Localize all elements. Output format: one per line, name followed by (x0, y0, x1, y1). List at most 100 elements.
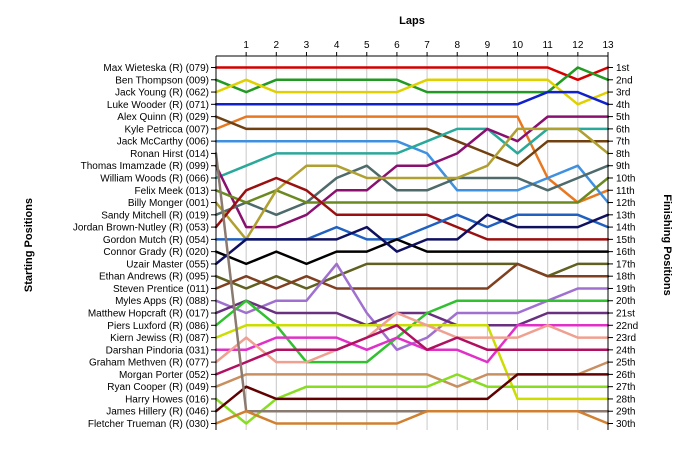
starting-label: Alex Quinn (R) (029) (117, 112, 209, 123)
series-line (214, 373, 610, 425)
starting-label: Jack Young (R) (062) (115, 88, 209, 99)
starting-label: Felix Meek (013) (135, 186, 209, 197)
series-line (214, 324, 610, 364)
finishing-label: 13th (616, 210, 635, 221)
finishing-label: 12th (616, 198, 635, 209)
starting-label: William Woods (R) (066) (100, 173, 209, 184)
finishing-label: 23rd (616, 333, 636, 344)
finishing-label: 26th (616, 370, 635, 381)
series-line (214, 299, 610, 327)
starting-label: Ronan Hirst (014) (130, 149, 209, 160)
starting-label: Max Wieteska (R) (079) (103, 63, 209, 74)
finishing-label: 9th (616, 161, 630, 172)
starting-label: Myles Apps (R) (088) (115, 296, 209, 307)
finishing-label: 24th (616, 345, 635, 356)
x-tick-label: 6 (394, 40, 400, 51)
finishing-label: 14th (616, 223, 635, 234)
finishing-label: 5th (616, 112, 630, 123)
series-line (214, 66, 610, 82)
finishing-label: 8th (616, 149, 630, 160)
x-tick-label: 7 (424, 40, 430, 51)
series-line (214, 324, 610, 376)
starting-label: Kyle Petricca (007) (125, 124, 209, 135)
x-tick-label: 8 (454, 40, 460, 51)
starting-label: Jordan Brown-Nutley (R) (053) (73, 223, 209, 234)
finishing-label: 2nd (616, 75, 633, 86)
finishing-label: 18th (616, 272, 635, 283)
starting-label: Luke Wooder (R) (071) (107, 100, 209, 111)
series-line (214, 176, 610, 204)
grid-lines (245, 56, 609, 430)
finishing-label: 10th (616, 173, 635, 184)
starting-label: Connor Grady (R) (020) (103, 247, 209, 258)
starting-label: Uzair Master (055) (126, 259, 209, 270)
starting-label: Morgan Porter (052) (119, 370, 209, 381)
x-tick-label: 4 (334, 40, 340, 51)
finishing-label: 15th (616, 235, 635, 246)
finishing-label: 25th (616, 358, 635, 369)
finishing-label: 21st (616, 309, 635, 320)
finishing-label: 3rd (616, 88, 630, 99)
starting-label: James Hillery (R) (046) (106, 407, 209, 418)
starting-label: Piers Luxford (R) (086) (107, 321, 209, 332)
finishing-labels: 1st2nd3rd4th5th6th7th8th9th10th11th12th1… (608, 63, 638, 430)
series-line (214, 164, 610, 217)
starting-label: Graham Methven (R) (077) (89, 358, 209, 369)
series-line (214, 311, 610, 364)
finishing-label: 27th (616, 382, 635, 393)
starting-label: Ethan Andrews (R) (095) (99, 272, 209, 283)
starting-label: Ryan Cooper (R) (049) (107, 382, 209, 393)
finishing-label: 29th (616, 407, 635, 418)
finishing-label: 30th (616, 419, 635, 430)
series-line (214, 115, 610, 204)
x-tick-label: 12 (572, 40, 584, 51)
series-group (214, 66, 610, 425)
x-axis-title: Laps (399, 15, 425, 27)
x-ticks: 1 2 3 4 5 6 7 8 9 10 11 12 13 (243, 40, 614, 56)
starting-label: Ben Thompson (009) (115, 75, 209, 86)
finishing-label: 7th (616, 137, 630, 148)
series-line (214, 176, 610, 241)
finishing-label: 17th (616, 259, 635, 270)
x-tick-label: 2 (274, 40, 280, 51)
finishing-label: 6th (616, 124, 630, 135)
finishing-label: 20th (616, 296, 635, 307)
finishing-label: 28th (616, 394, 635, 405)
y-axis-title-left: Starting Positions (23, 198, 35, 292)
finishing-label: 16th (616, 247, 635, 258)
series-line (214, 127, 610, 180)
series-line (214, 115, 610, 167)
x-tick-label: 1 (243, 40, 249, 51)
x-tick-label: 10 (512, 40, 524, 51)
finishing-label: 1st (616, 63, 630, 74)
series-line (214, 90, 610, 106)
starting-label: Darshan Pindoria (031) (106, 345, 209, 356)
starting-label: Harry Howes (016) (125, 394, 209, 405)
starting-label: Jack McCarthy (006) (117, 137, 209, 148)
series-line (214, 373, 610, 413)
starting-label: Thomas Imamzade (R) (099) (81, 161, 209, 172)
series-line (214, 127, 610, 241)
finishing-label: 19th (616, 284, 635, 295)
series-line (214, 262, 610, 290)
x-tick-label: 13 (602, 40, 614, 51)
starting-label: Sandy Mitchell (R) (019) (101, 210, 209, 221)
starting-label: Billy Monger (001) (128, 198, 209, 209)
starting-label: Gordon Mutch (R) (054) (103, 235, 209, 246)
finishing-label: 11th (616, 186, 635, 197)
finishing-label: 4th (616, 100, 630, 111)
starting-label: Steven Prentice (011) (113, 284, 209, 295)
series-line (214, 78, 610, 106)
series-line (214, 213, 610, 266)
starting-label: Fletcher Trueman (R) (030) (88, 419, 209, 430)
x-tick-label: 3 (304, 40, 310, 51)
series-line (214, 324, 610, 401)
x-tick-label: 11 (542, 40, 553, 51)
x-tick-label: 9 (485, 40, 491, 51)
x-tick-label: 5 (364, 40, 370, 51)
series-line (214, 409, 610, 425)
y-axis-title-right: Finishing Positions (661, 194, 673, 295)
starting-label: Kiern Jewiss (R) (087) (110, 333, 209, 344)
finishing-label: 22nd (616, 321, 638, 332)
